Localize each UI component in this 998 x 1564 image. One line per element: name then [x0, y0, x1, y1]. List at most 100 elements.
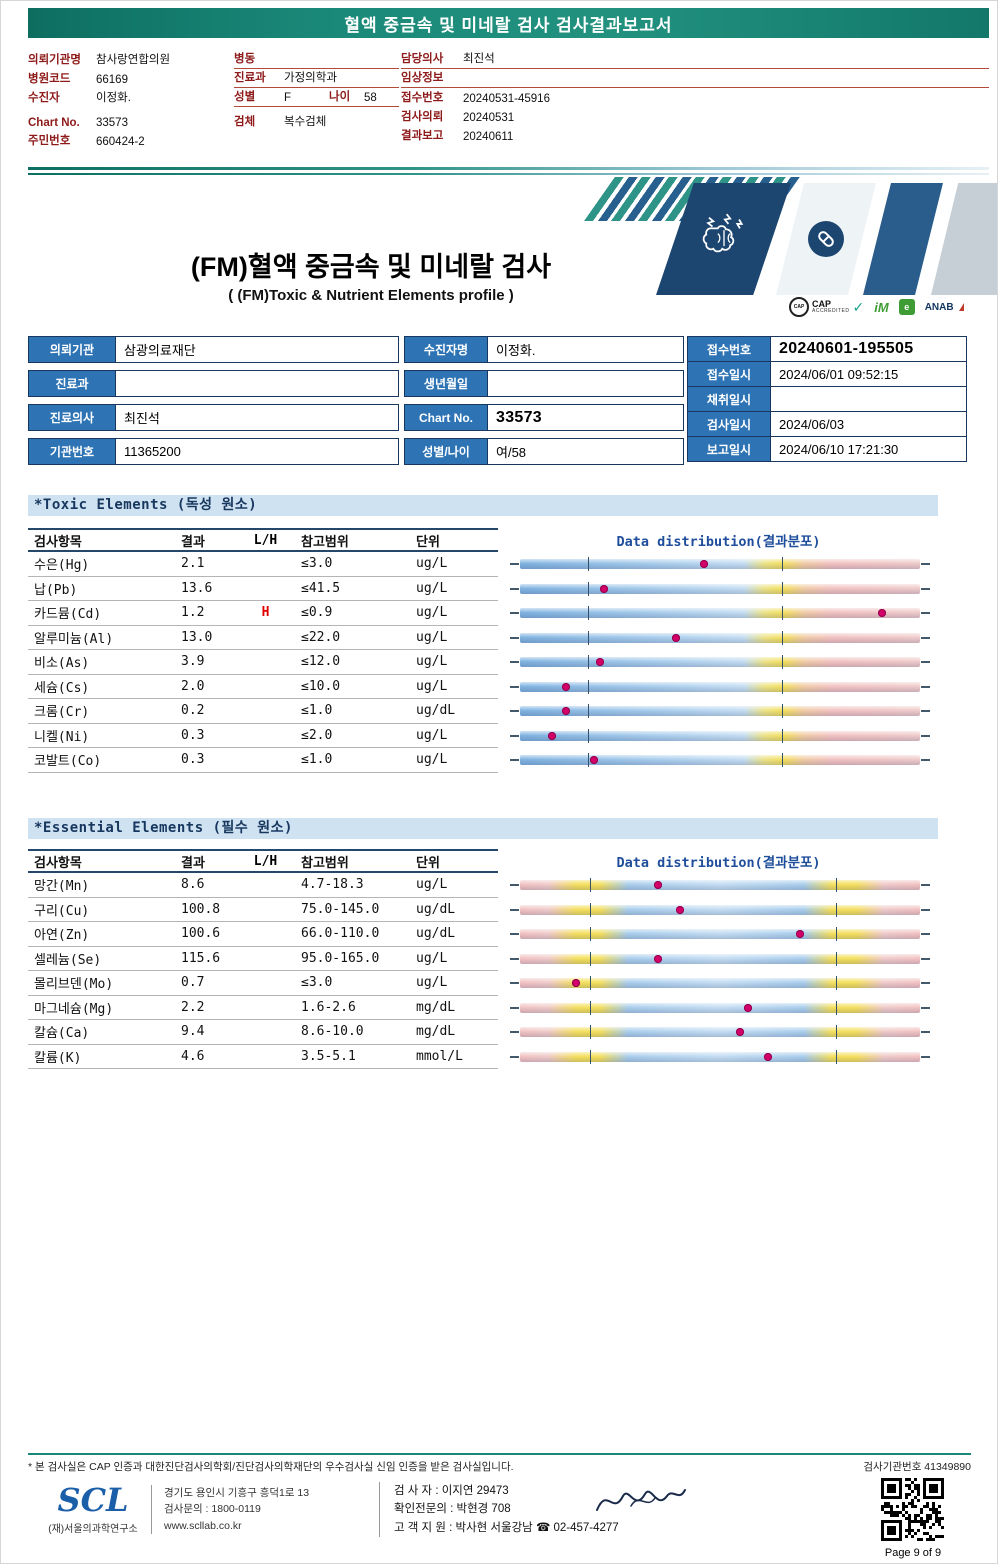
reference-tick	[588, 753, 589, 768]
test-unit: ug/L	[416, 580, 448, 596]
reference-tick	[836, 1000, 837, 1015]
test-name: 코발트(Co)	[34, 754, 102, 770]
header-row: 담당의사 최진석	[401, 50, 989, 69]
distribution-bar	[510, 1025, 930, 1040]
lab-row: 칼슘(Ca) 9.4 8.6-10.0 mg/dL	[28, 1020, 966, 1045]
test-name: 칼슘(Ca)	[34, 1026, 90, 1042]
test-range: ≤3.0	[301, 556, 333, 572]
patient-header: 의뢰기관명 참사랑연합의원 병원코드 66169 수진자 이정화. Chart No.…	[28, 46, 989, 166]
row-columns: 납(Pb) 13.6 ≤41.5 ug/L	[28, 577, 498, 601]
lab-row: 납(Pb) 13.6 ≤41.5 ug/L	[28, 577, 966, 602]
test-unit: ug/L	[416, 727, 448, 743]
pill-icon	[808, 221, 844, 257]
row-columns: 니켈(Ni) 0.3 ≤2.0 ug/L	[28, 724, 498, 748]
test-range: 75.0-145.0	[301, 901, 380, 917]
result-dot	[548, 731, 556, 740]
page-number: Page 9 of 9	[884, 1547, 942, 1559]
field-label: 진료과	[234, 72, 266, 84]
website-link[interactable]: www.scllab.co.kr	[164, 1519, 242, 1532]
scl-organization: (재)서울의과학연구소	[48, 1524, 138, 1536]
row-columns: 세슘(Cs) 2.0 ≤10.0 ug/L	[28, 675, 498, 699]
header-columns: 검사항목 결과 L/H 참고범위 단위	[28, 849, 498, 873]
test-unit: ug/L	[416, 556, 448, 572]
reference-tick	[588, 581, 589, 596]
reference-tick	[590, 1025, 591, 1040]
info-value	[116, 370, 399, 397]
info-row: 접수일시 2024/06/01 09:52:15	[687, 361, 967, 387]
lab-row: 셀레늄(Se) 115.6 95.0-165.0 ug/L	[28, 947, 966, 971]
reference-tick	[782, 581, 783, 596]
result-dot	[796, 930, 804, 939]
info-label: 생년월일	[404, 370, 488, 397]
lab-row: 카드뮴(Cd) 1.2 H ≤0.9 ug/L	[28, 601, 966, 626]
info-label: 의뢰기관	[28, 336, 116, 363]
test-name: 구리(Cu)	[34, 903, 90, 919]
result-dot	[572, 979, 580, 988]
header-row: 임상정보	[401, 69, 989, 88]
lab-number: 검사기관번호 41349890	[863, 1461, 971, 1473]
distribution-bar	[510, 704, 930, 719]
essential-section-header: *Essential Elements (필수 원소)	[28, 818, 938, 839]
info-label: 보고일시	[687, 436, 771, 462]
info-row: 진료의사 최진석	[28, 404, 399, 431]
row-columns: 몰리브덴(Mo) 0.7 ≤3.0 ug/L	[28, 971, 498, 996]
test-range: ≤22.0	[301, 629, 341, 645]
row-columns: 셀레늄(Se) 115.6 95.0-165.0 ug/L	[28, 947, 498, 971]
footer-rule	[28, 1453, 971, 1455]
distribution-bar	[510, 927, 930, 942]
reference-tick	[590, 1049, 591, 1064]
test-range: ≤41.5	[301, 580, 341, 596]
col-header-unit: 단위	[416, 534, 440, 550]
lm-logo: iM	[874, 300, 888, 315]
row-columns: 칼슘(Ca) 9.4 8.6-10.0 mg/dL	[28, 1020, 498, 1045]
distribution-cell	[498, 577, 939, 602]
reference-tick	[782, 606, 783, 621]
result-dot	[672, 633, 680, 642]
info-value: 이정화.	[488, 336, 684, 363]
row-columns: 크롬(Cr) 0.2 ≤1.0 ug/dL	[28, 699, 498, 724]
col-header-distribution: Data distribution(결과분포)	[616, 855, 821, 871]
test-result: 9.4	[181, 1024, 205, 1040]
reference-tick	[590, 878, 591, 893]
row-columns: 구리(Cu) 100.8 75.0-145.0 ug/dL	[28, 898, 498, 922]
test-unit: ug/dL	[416, 926, 456, 942]
distribution-bar	[510, 606, 930, 621]
info-row: 검사일시 2024/06/03	[687, 411, 967, 437]
col-header-flag: L/H	[253, 853, 278, 869]
examiner-line: 검 사 자 : 이지연 29473	[394, 1485, 509, 1497]
field-label: 결과보고	[401, 130, 444, 142]
field-value: F	[284, 92, 292, 104]
info-row: 접수번호 20240601-195505	[687, 336, 967, 362]
test-name: 알루미늄(Al)	[34, 631, 114, 647]
test-result: 0.7	[181, 975, 205, 991]
test-unit: mg/dL	[416, 1024, 456, 1040]
lab-row: 니켈(Ni) 0.3 ≤2.0 ug/L	[28, 724, 966, 748]
cap-seal-icon: CAP	[789, 297, 809, 317]
info-table-right: 접수번호 20240601-195505 접수일시 2024/06/01 09:52…	[687, 336, 967, 462]
distribution-bar	[510, 581, 930, 596]
info-value: 2024/06/01 09:52:15	[771, 361, 967, 387]
distribution-cell	[498, 552, 939, 577]
test-name: 수은(Hg)	[34, 558, 90, 574]
test-name: 니켈(Ni)	[34, 729, 90, 745]
test-name: 셀레늄(Se)	[34, 952, 102, 968]
field-label: 병동	[234, 53, 256, 65]
distribution-cell	[498, 1020, 939, 1045]
field-value: 33573	[96, 117, 128, 129]
distribution-bar	[510, 951, 930, 966]
lab-row: 코발트(Co) 0.3 ≤1.0 ug/L	[28, 748, 966, 773]
accreditation-logos: CAP CAP ACCREDITED ✓ iM e ANAB	[789, 291, 964, 323]
distribution-bar	[510, 878, 930, 893]
info-label: 접수번호	[687, 336, 771, 362]
test-result: 100.8	[181, 901, 221, 917]
accreditation-note: * 본 검사실은 CAP 인증과 대한진단검사의학회/진단검사의학재단의 우수검…	[28, 1461, 514, 1473]
footer-note-row: * 본 검사실은 CAP 인증과 대한진단검사의학회/진단검사의학재단의 우수검…	[28, 1459, 971, 1474]
header-row: 수진자 이정화.	[28, 88, 228, 107]
field-value: 58	[364, 92, 377, 104]
field-label: 검사의뢰	[401, 111, 444, 123]
distribution-cell	[498, 675, 939, 700]
test-name: 비소(As)	[34, 656, 90, 672]
test-result: 8.6	[181, 877, 205, 893]
test-range: ≤1.0	[301, 752, 333, 768]
confirmer-line: 확인전문의 : 박현경 708	[394, 1503, 511, 1516]
